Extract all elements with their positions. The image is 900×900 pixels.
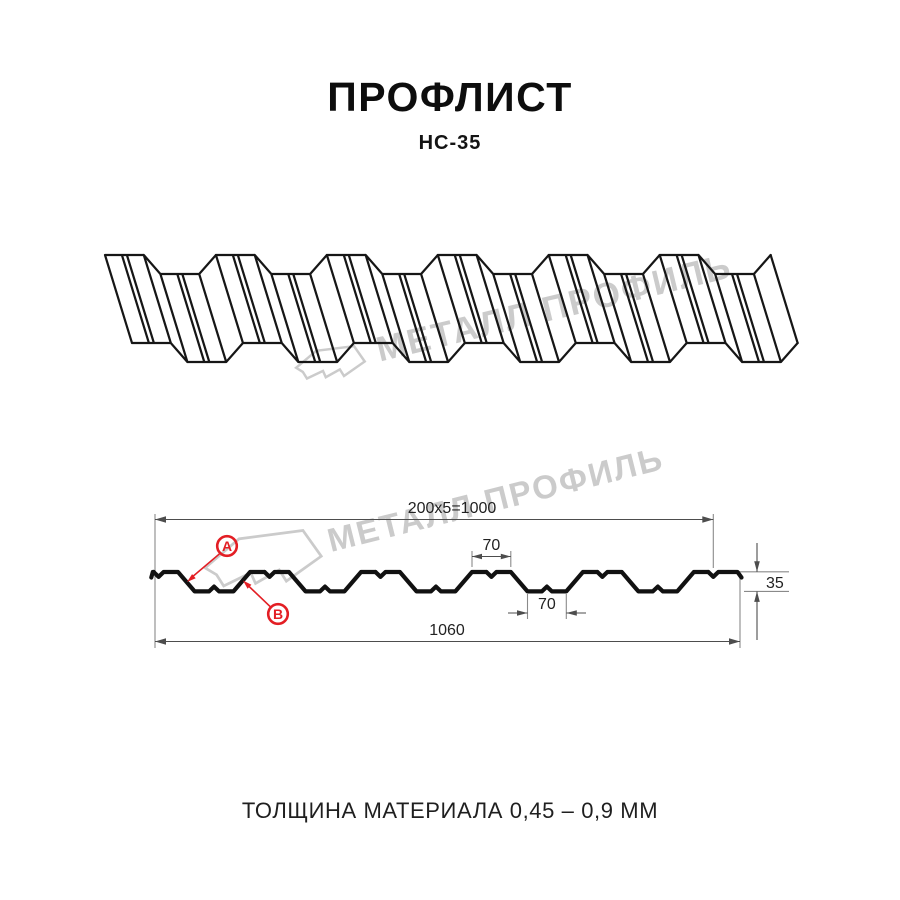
marker-a-label: A	[222, 538, 232, 554]
dim-total-width: 1060	[155, 622, 740, 645]
marker-b-label: B	[273, 606, 283, 622]
dim-useful-width-label: 200x5=1000	[408, 500, 497, 517]
brand-logo-icon	[198, 519, 327, 601]
dim-crest-70: 70	[472, 537, 511, 560]
dim-height-35: 35	[754, 543, 784, 640]
dim-trough-70: 70	[508, 596, 586, 616]
sheet-right-edge	[769, 253, 799, 345]
dim-height-label: 35	[766, 575, 784, 592]
marker-a: A	[187, 534, 239, 582]
dim-useful-width: 200x5=1000	[155, 500, 714, 523]
cross-section-drawing	[149, 569, 744, 591]
marker-b: B	[243, 580, 290, 626]
watermark-top: МЕТАЛЛ ПРОФИЛЬ	[292, 246, 736, 388]
profile-3d-drawing	[103, 253, 799, 364]
dimensions: 200x5=1000 70 70	[154, 500, 789, 648]
material-thickness-note: ТОЛЩИНА МАТЕРИАЛА 0,45 – 0,9 ММ	[241, 798, 659, 823]
dim-total-width-label: 1060	[429, 622, 465, 639]
dim-trough-label: 70	[538, 596, 556, 613]
page-title: ПРОФЛИСТ	[327, 74, 573, 120]
profile-code: НС-35	[418, 132, 482, 154]
brand-logo-icon	[292, 339, 369, 388]
dim-crest-label: 70	[483, 537, 501, 554]
